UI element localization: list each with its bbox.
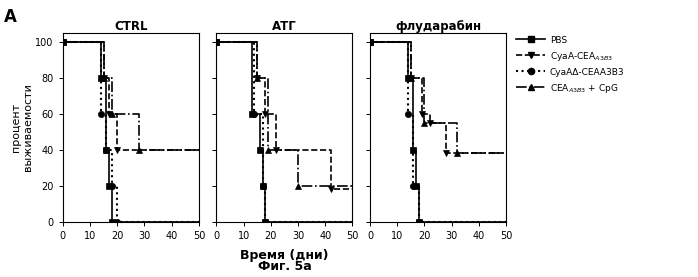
- Title: CTRL: CTRL: [114, 20, 147, 33]
- Title: АТГ: АТГ: [272, 20, 297, 33]
- Legend: PBS, СуаА-CEA$_{A3B3}$, СуаАΔ-CEAA3B3, CEA$_{A3B3}$ + CpG: PBS, СуаА-CEA$_{A3B3}$, СуаАΔ-CEAA3B3, C…: [514, 34, 626, 97]
- Text: Время (дни): Время (дни): [240, 249, 329, 262]
- Title: флударабин: флударабин: [395, 20, 481, 33]
- Text: Фиг. 5а: Фиг. 5а: [258, 260, 311, 273]
- Text: А: А: [3, 8, 16, 26]
- Y-axis label: процент
выживаемости: процент выживаемости: [11, 83, 33, 171]
